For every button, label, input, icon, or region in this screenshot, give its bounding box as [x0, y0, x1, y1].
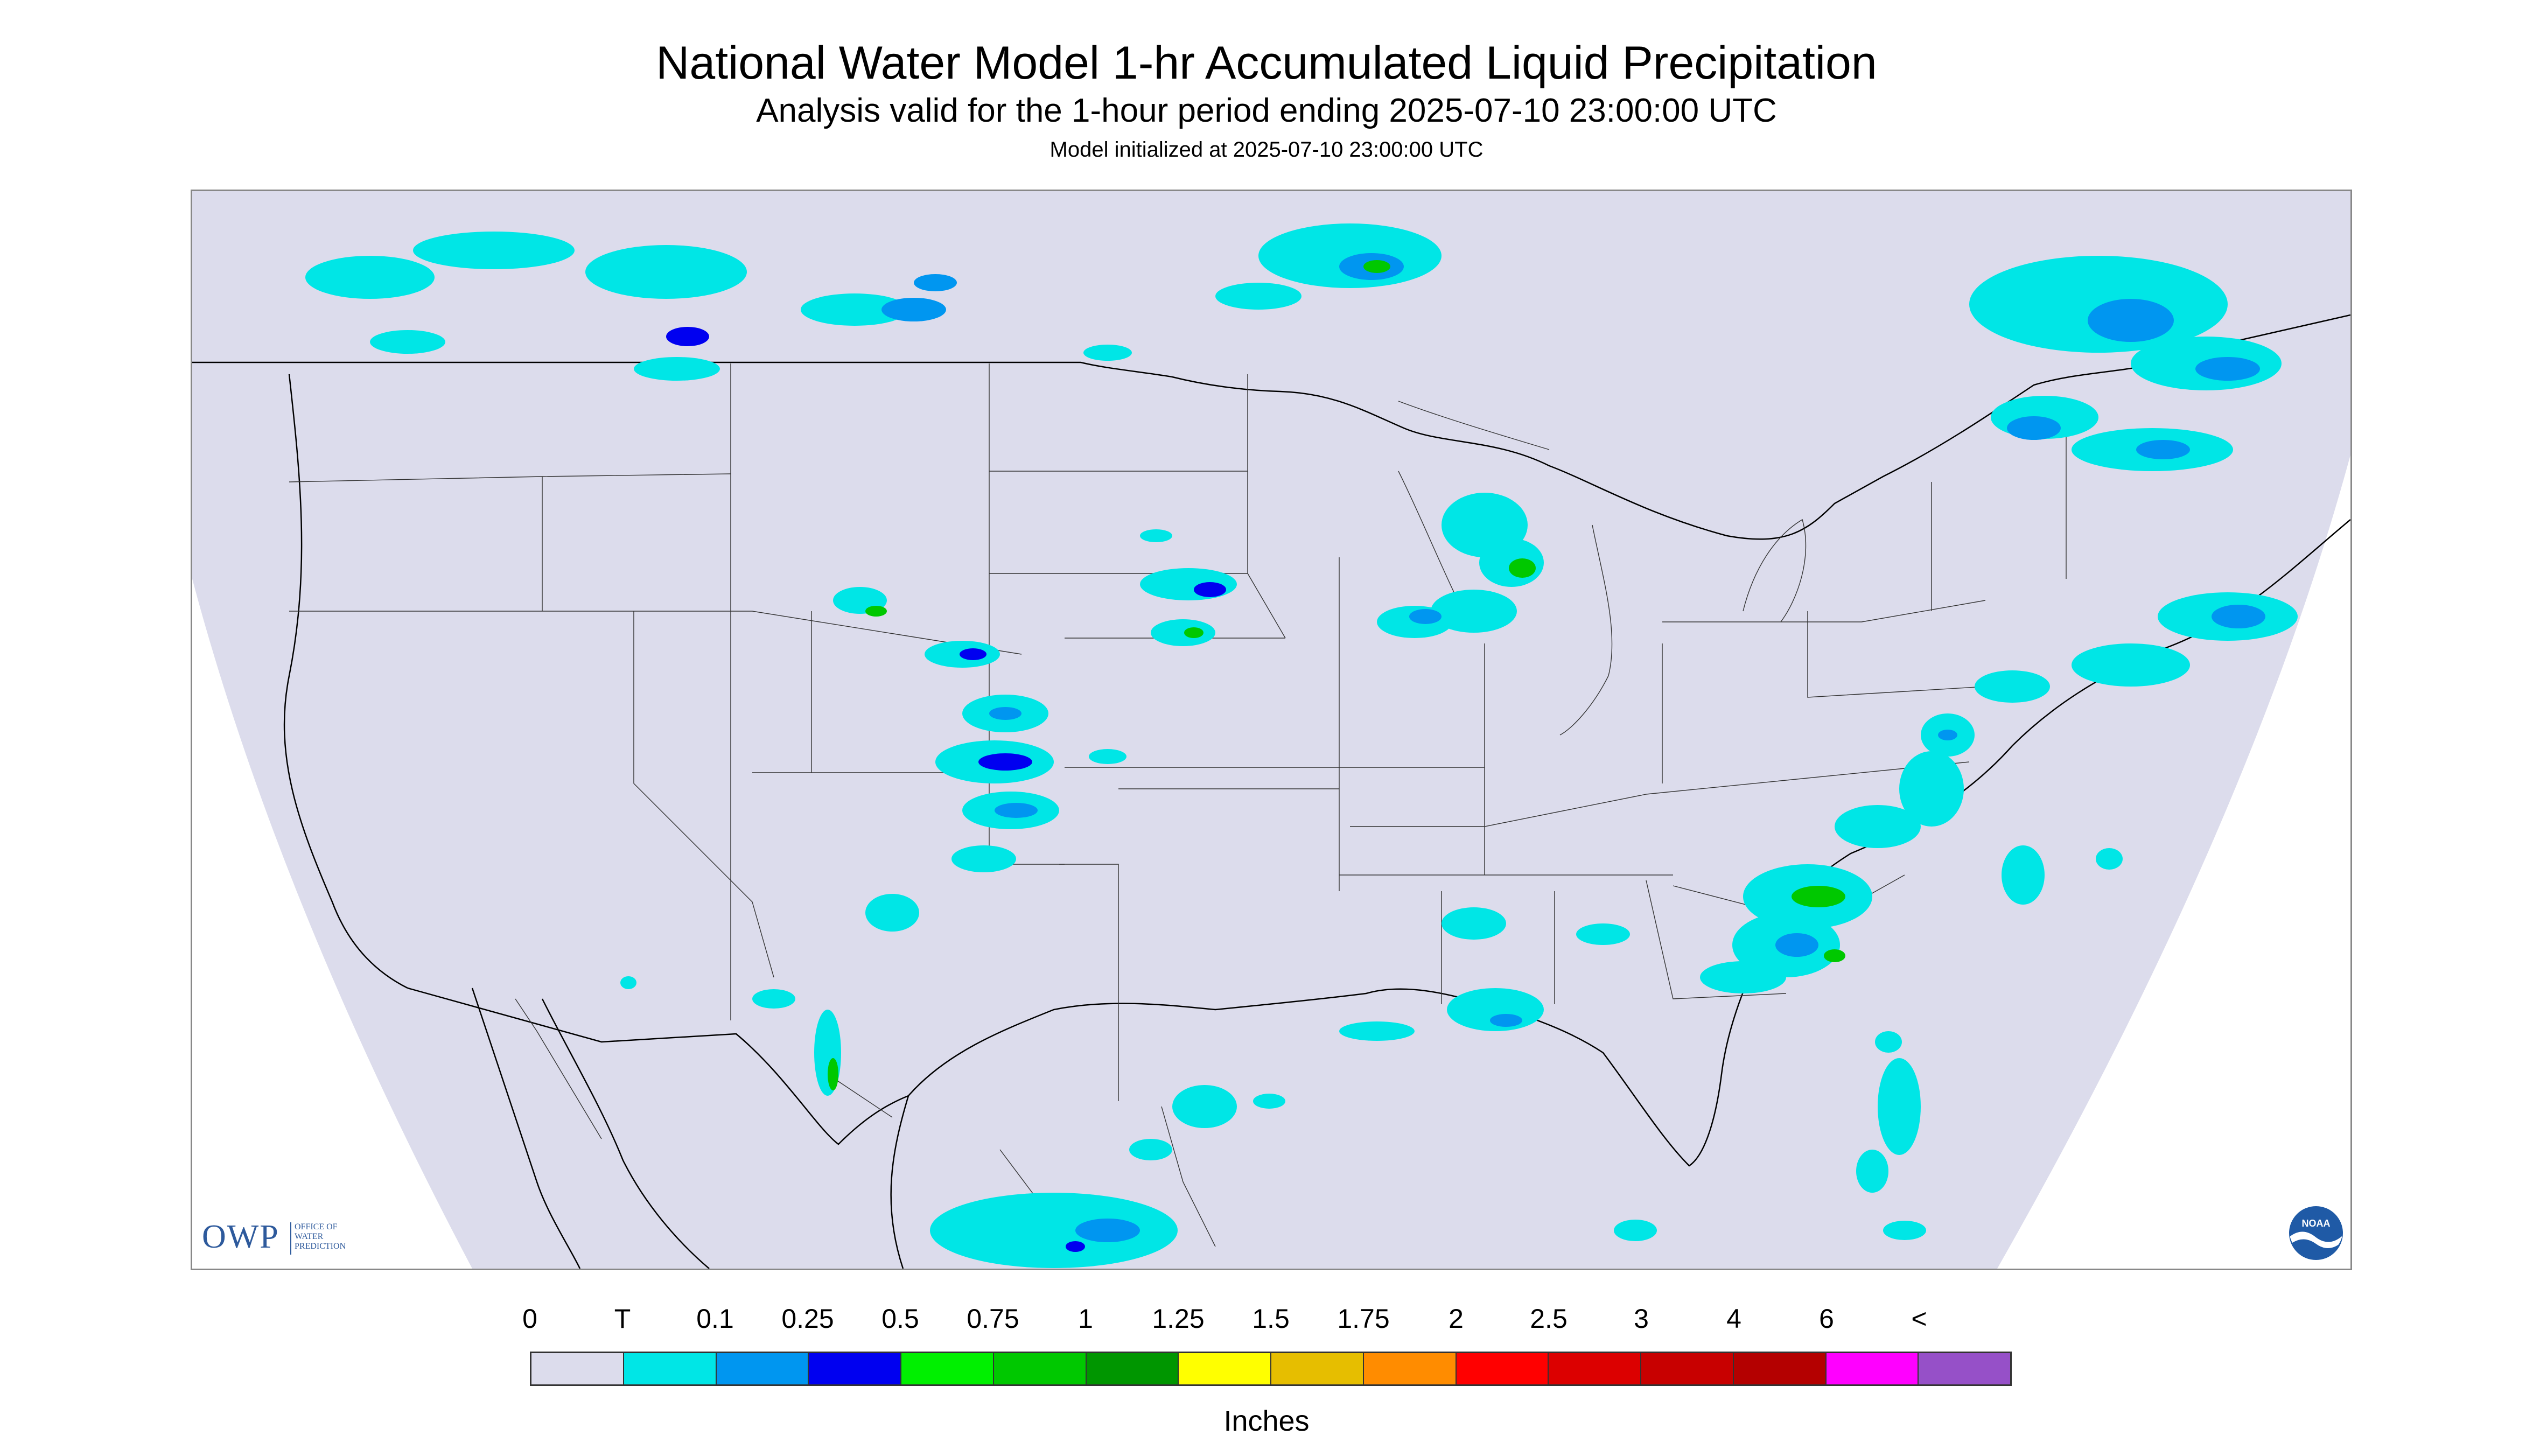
legend-tick-label: 2.5 — [1530, 1304, 1568, 1334]
legend-tick-label: 4 — [1726, 1304, 1741, 1334]
legend-swatch — [1733, 1353, 1827, 1384]
legend-swatch — [1179, 1353, 1271, 1384]
model-init-line: Model initialized at 2025-07-10 23:00:00… — [1049, 138, 1484, 162]
owp-logo-divider — [290, 1222, 291, 1255]
legend-tick-label: 0 — [522, 1304, 537, 1334]
noaa-logo: NOAA — [2289, 1206, 2343, 1260]
legend-swatch — [1086, 1353, 1179, 1384]
legend-tick-label: 0.1 — [696, 1304, 734, 1334]
precipitation-map — [192, 191, 2350, 1269]
legend-tick-label: T — [614, 1304, 631, 1334]
legend-tick-label: 1.75 — [1337, 1304, 1390, 1334]
owp-line-1: OFFICE OF — [295, 1222, 338, 1231]
owp-line-3: PREDICTION — [295, 1242, 346, 1251]
owp-logo-subtitle: OFFICE OF WATER PREDICTION — [295, 1222, 346, 1251]
map-subtitle: Analysis valid for the 1-hour period end… — [756, 92, 1777, 129]
legend-units-label: Inches — [1223, 1405, 1310, 1437]
owp-logo-letters: OWP — [202, 1219, 279, 1255]
legend-tick-label: 1.25 — [1152, 1304, 1205, 1334]
map-panel: OWP OFFICE OF WATER PREDICTION NOAA — [191, 190, 2352, 1270]
owp-line-2: WATER — [295, 1232, 324, 1241]
legend-labels: 0 T 0.1 0.25 0.5 0.75 1 1.25 1.5 1.75 2 2.5 3 4 6 < — [522, 1303, 2012, 1335]
map-domain — [192, 191, 2350, 1269]
legend-tick-label: 1 — [1078, 1304, 1093, 1334]
legend-swatch — [901, 1353, 994, 1384]
legend-tick-label: 6 — [1819, 1304, 1834, 1334]
color-legend — [530, 1352, 2012, 1386]
legend-swatch — [1919, 1353, 2010, 1384]
legend-swatch — [531, 1353, 624, 1384]
map-title: National Water Model 1-hr Accumulated Li… — [656, 37, 1877, 89]
legend-tick-label: < — [1911, 1304, 1927, 1334]
noaa-logo-text: NOAA — [2302, 1218, 2331, 1229]
legend-tick-label: 2 — [1449, 1304, 1464, 1334]
legend-tick-label: 1.5 — [1252, 1304, 1290, 1334]
legend-tick-label: 3 — [1634, 1304, 1649, 1334]
legend-swatch — [716, 1353, 809, 1384]
legend-tick-label: 0.25 — [781, 1304, 834, 1334]
legend-swatch — [1271, 1353, 1364, 1384]
legend-swatch — [1549, 1353, 1641, 1384]
owp-logo: OWP OFFICE OF WATER PREDICTION — [202, 1216, 374, 1260]
legend-swatch — [624, 1353, 717, 1384]
legend-tick-label: 0.75 — [967, 1304, 1019, 1334]
legend-tick-label: 0.5 — [881, 1304, 919, 1334]
legend-swatch — [1826, 1353, 1919, 1384]
legend-swatch — [809, 1353, 901, 1384]
state-boundaries — [289, 363, 2067, 1247]
legend-swatch — [993, 1353, 1087, 1384]
legend-swatch — [1363, 1353, 1457, 1384]
legend-swatch — [1456, 1353, 1549, 1384]
precipitation-cells — [305, 223, 2298, 1268]
legend-swatch — [1641, 1353, 1734, 1384]
